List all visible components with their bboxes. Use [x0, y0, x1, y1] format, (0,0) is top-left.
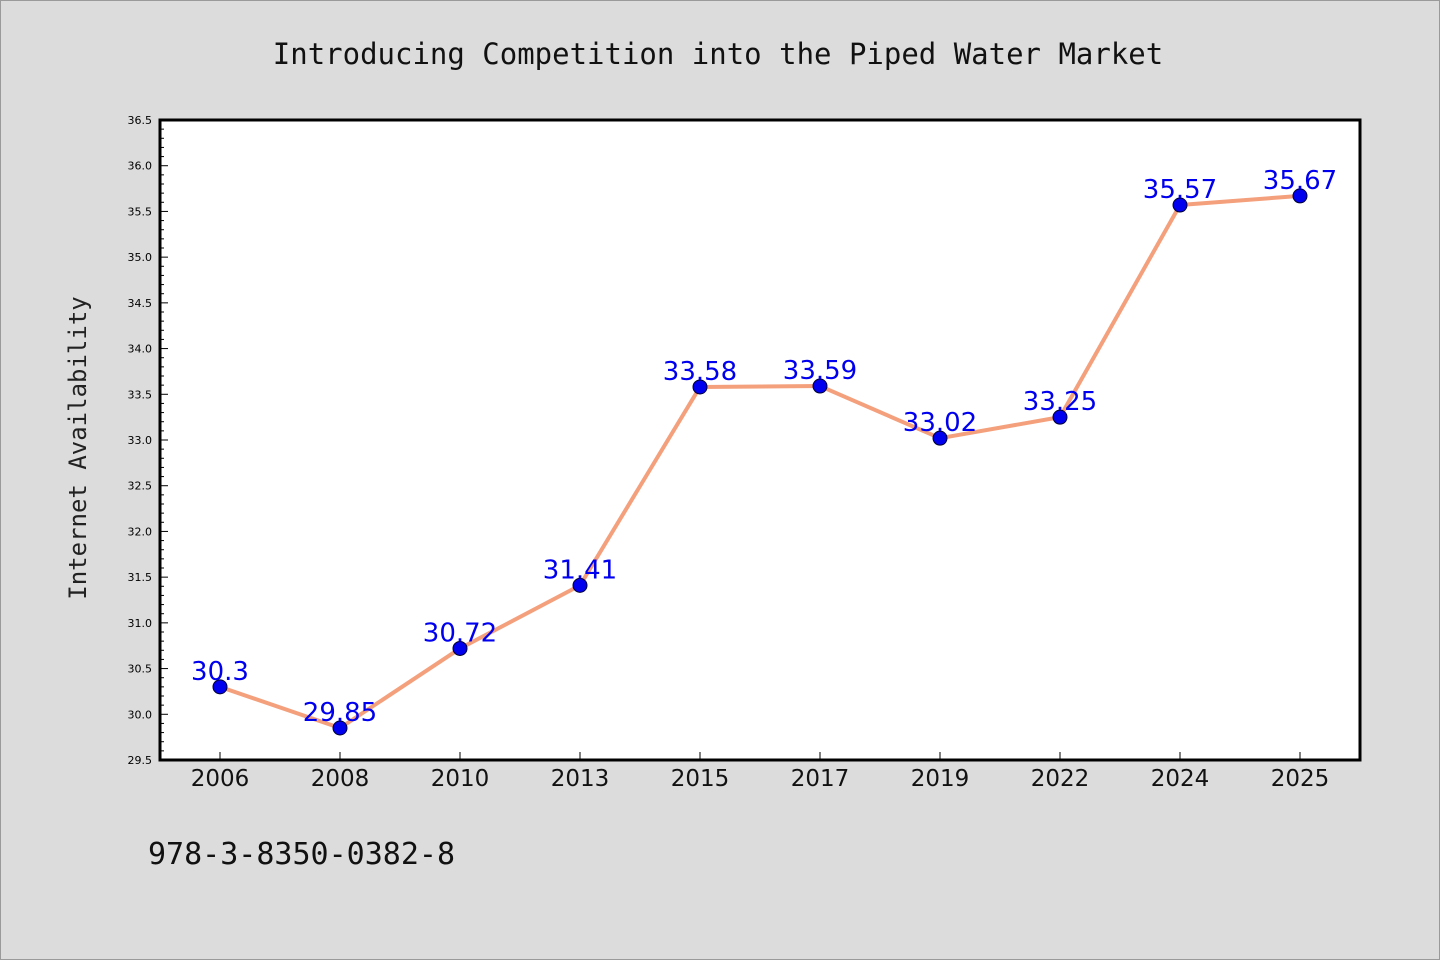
x-tick-label: 2017	[791, 766, 850, 792]
series-line	[218, 193, 1302, 730]
data-label: 30.72	[423, 618, 497, 648]
y-tick-label: 36.0	[128, 160, 153, 173]
y-tick-label: 32.5	[128, 480, 153, 493]
data-point	[572, 577, 588, 593]
data-label: 30.3	[191, 657, 249, 687]
x-tick-label: 2013	[551, 766, 610, 792]
y-tick-label: 33.5	[128, 388, 153, 401]
x-tick-label: 2006	[191, 766, 250, 792]
x-tick-label: 2010	[431, 766, 490, 792]
x-tick-label: 2022	[1031, 766, 1090, 792]
y-tick-label: 32.0	[128, 525, 153, 538]
y-tick-label: 30.5	[128, 663, 153, 676]
y-tick-label: 31.0	[128, 617, 153, 630]
y-tick-label: 36.5	[128, 114, 153, 127]
y-tick-label: 30.0	[128, 708, 153, 721]
series-group: 30.3 29.85 30.72 31.41 33.58 33.59 33.02 33.25 3…	[191, 166, 1337, 736]
data-label: 33.02	[903, 408, 977, 438]
data-point	[692, 379, 708, 395]
data-point	[1292, 188, 1308, 204]
data-label: 35.67	[1263, 166, 1337, 196]
data-label: 33.59	[783, 356, 857, 386]
x-axis-ticks: 2006 2008 2010 2013 2015 2017 2019 2022 2024 2025	[191, 752, 1330, 792]
data-label: 33.58	[663, 357, 737, 387]
y-tick-label: 33.0	[128, 434, 153, 447]
data-label: 33.25	[1023, 387, 1097, 417]
data-point	[812, 378, 828, 394]
data-point	[932, 430, 948, 446]
plot-area	[158, 118, 1362, 762]
data-point	[212, 679, 228, 695]
y-tick-label: 29.5	[128, 754, 153, 767]
y-tick-label: 34.5	[128, 297, 153, 310]
data-point	[1052, 409, 1068, 425]
data-point	[332, 720, 348, 736]
chart-title: Introducing Competition into the Piped W…	[273, 37, 1163, 71]
data-point	[1172, 197, 1188, 213]
y-tick-label: 31.5	[128, 571, 153, 584]
y-axis-ticks: 29.5 30.0 30.5 31.0 31.5 32.0 32.5 33.0 33.5 34.0…	[128, 114, 168, 767]
x-tick-label: 2015	[671, 766, 730, 792]
isbn-footer: 978-3-8350-0382-8	[148, 837, 455, 872]
y-tick-label: 34.0	[128, 343, 153, 356]
x-tick-label: 2024	[1151, 766, 1210, 792]
x-tick-label: 2025	[1271, 766, 1330, 792]
y-tick-label: 35.5	[128, 205, 153, 218]
data-label: 31.41	[543, 555, 617, 585]
data-label: 35.57	[1143, 175, 1217, 205]
y-axis-label: Internet Availability	[64, 296, 92, 599]
y-tick-label: 35.0	[128, 251, 153, 264]
data-label: 29.85	[303, 698, 377, 728]
data-point	[452, 640, 468, 656]
x-tick-label: 2019	[911, 766, 970, 792]
x-tick-label: 2008	[311, 766, 370, 792]
